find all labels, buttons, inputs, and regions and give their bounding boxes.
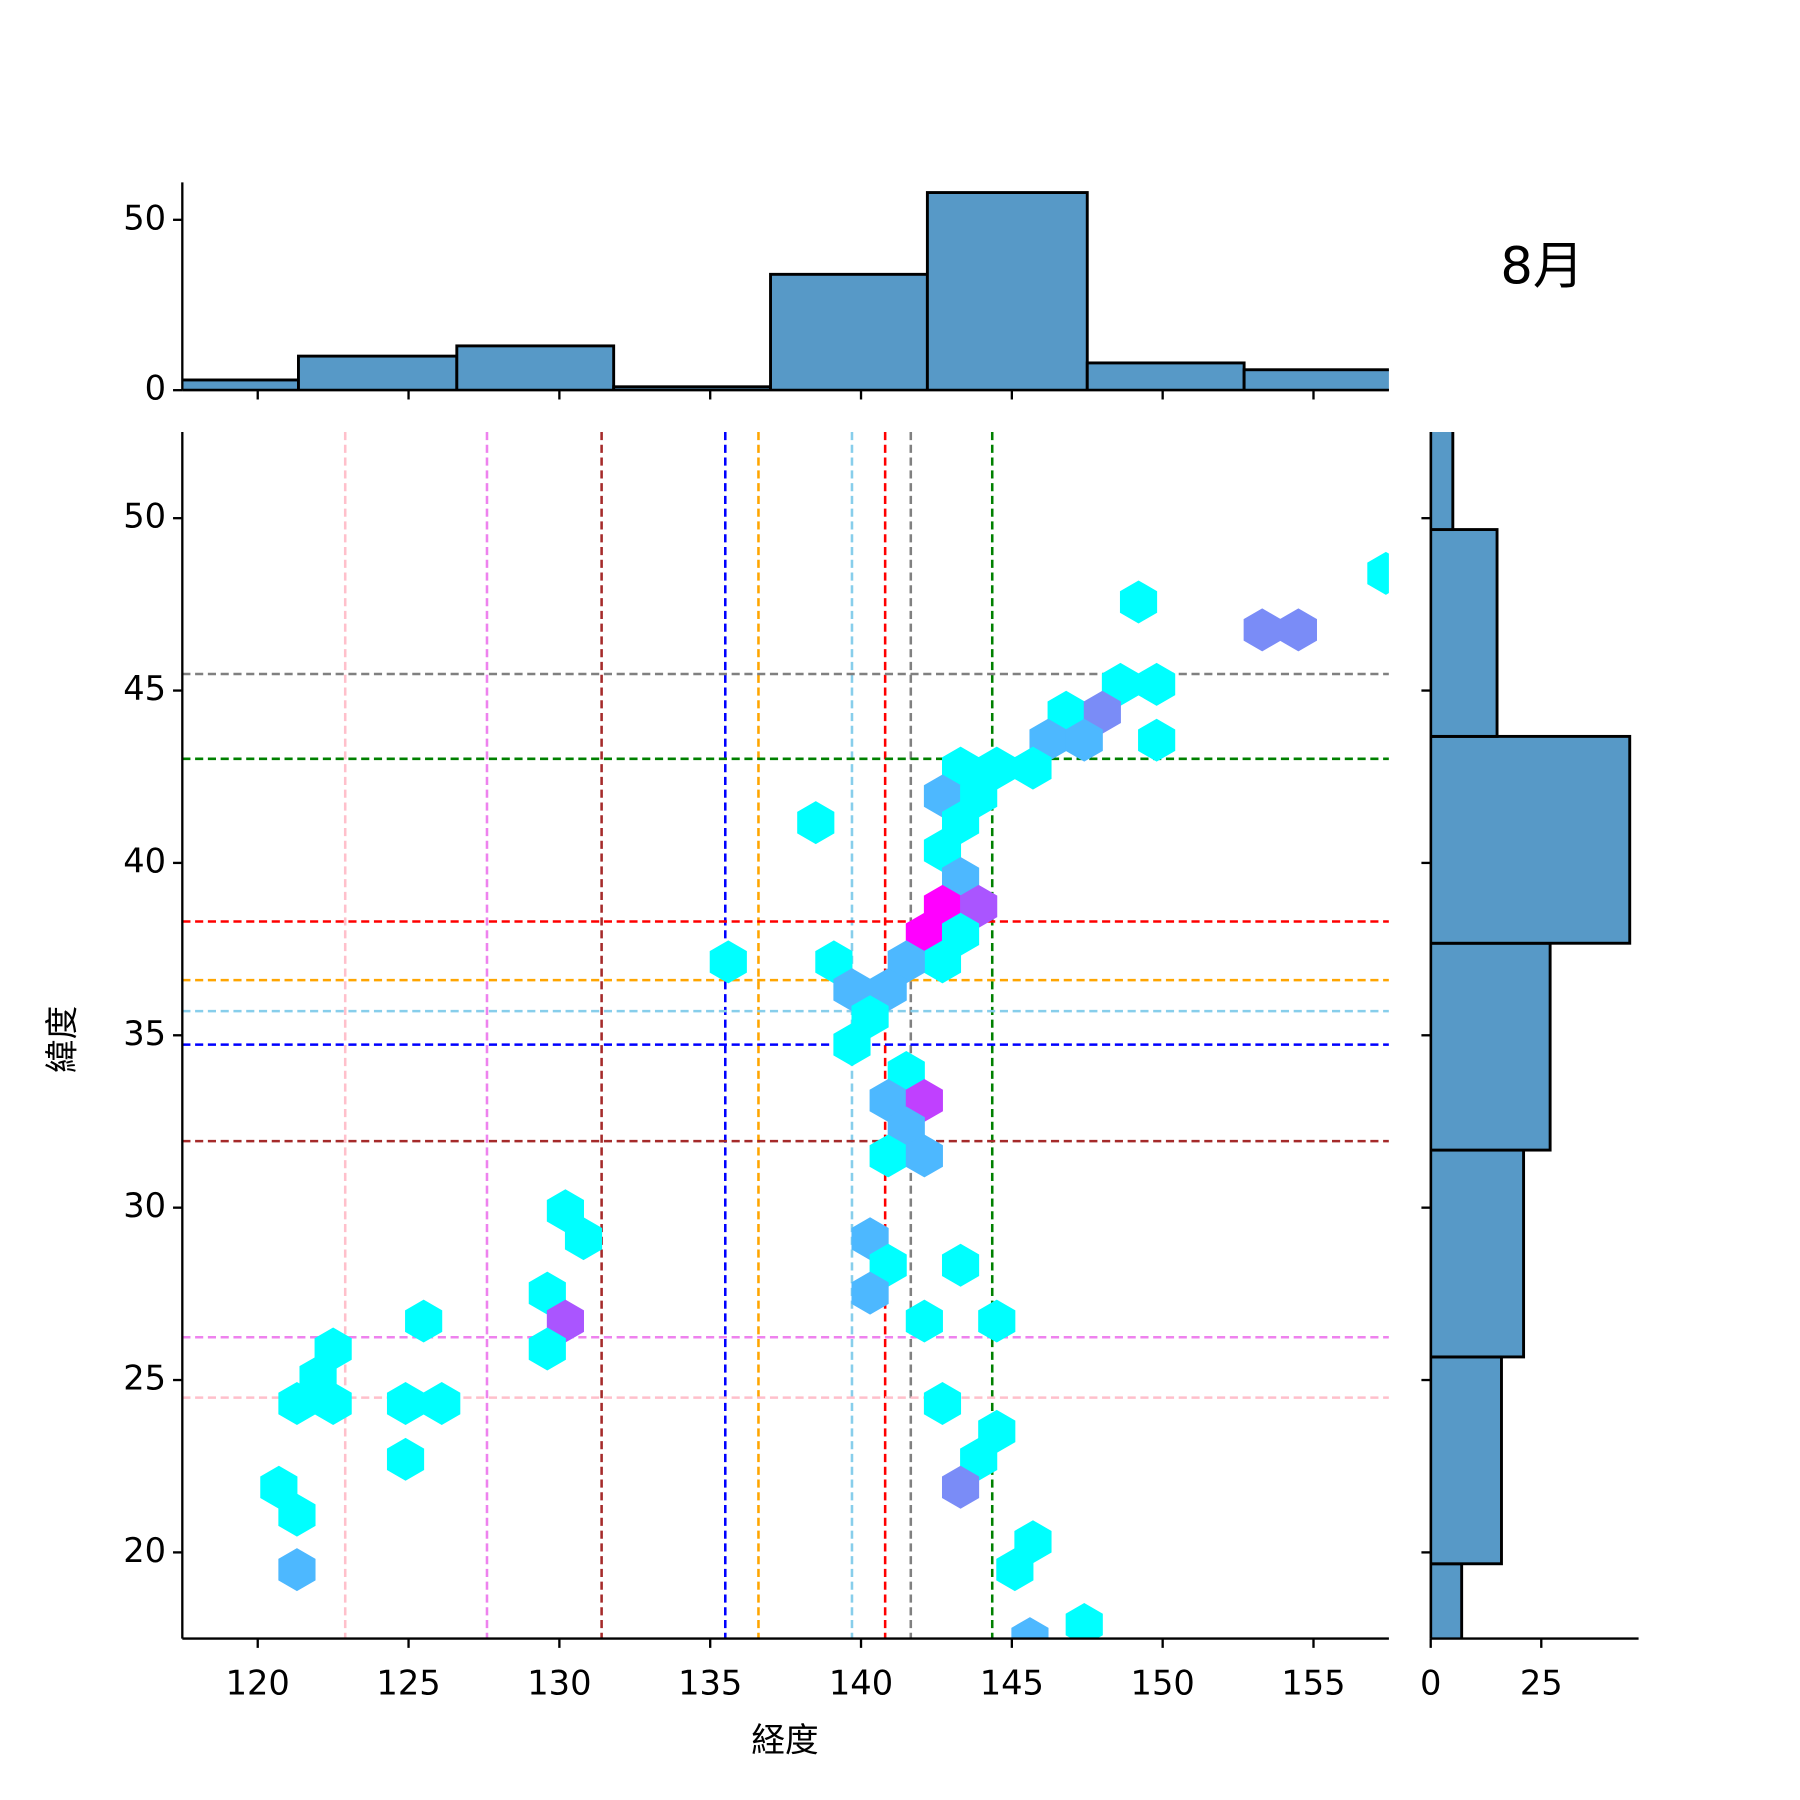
hexbin-cell <box>1279 608 1317 652</box>
hexbin-cell <box>978 1299 1016 1343</box>
histogram-bar <box>1430 1148 1526 1359</box>
hexbin-cell <box>278 1548 316 1592</box>
hexbin-cell <box>1119 580 1158 624</box>
hexbin-cell <box>923 884 962 928</box>
x-tick-label: 25 <box>1520 1664 1563 1703</box>
x-tick-label: 125 <box>376 1664 440 1703</box>
hexbin-cell <box>1014 1520 1052 1564</box>
y-tick-label: 50 <box>123 198 166 237</box>
hexbin-cell <box>941 801 980 845</box>
hexbin-cell <box>1065 718 1103 762</box>
y-tick-label: 50 <box>123 497 166 536</box>
hexbin-cell <box>923 1381 962 1425</box>
y-tick-label: 45 <box>123 669 166 708</box>
histogram-bar <box>925 191 1089 391</box>
histogram-bar <box>455 344 616 391</box>
x-tick-label: 145 <box>980 1664 1044 1703</box>
y-tick-label: 30 <box>123 1186 166 1225</box>
hexbin-cell <box>564 1217 603 1261</box>
hexbin-cell <box>1138 718 1176 762</box>
hexbin-cell <box>996 1548 1034 1592</box>
hexbin-cell <box>869 1078 907 1122</box>
chart-title: 8月 <box>1500 237 1584 296</box>
x-tick-label: 130 <box>527 1664 591 1703</box>
hexbin-cell <box>1243 608 1281 652</box>
hexbin-cell <box>941 1243 980 1287</box>
hexbin-cell <box>851 995 889 1039</box>
y-tick-label: 35 <box>123 1014 166 1053</box>
hexbin-cell <box>528 1327 566 1371</box>
x-tick-label: 155 <box>1281 1664 1345 1703</box>
hexbin-cell <box>887 1106 925 1150</box>
hexbin-cell <box>887 940 925 984</box>
hexbin-cell <box>941 1465 980 1509</box>
hexbin-cell <box>941 746 980 790</box>
histogram-bar <box>1085 361 1246 391</box>
hexbin-cell <box>797 801 835 845</box>
top-histogram <box>182 191 1389 391</box>
hexbin-cell <box>260 1465 298 1509</box>
histogram-bar <box>1430 734 1632 945</box>
y-tick-label: 25 <box>123 1359 166 1398</box>
y-axis-label: 緯度 <box>42 1006 81 1073</box>
hexbin-cell <box>278 1493 316 1537</box>
hexbin-cell <box>869 1243 907 1287</box>
plot-area <box>182 432 1389 1639</box>
hexbin-cell <box>941 856 980 900</box>
hexbin-cell <box>1047 690 1085 734</box>
right-histogram <box>1430 432 1632 1639</box>
hexbin-cell <box>960 1437 998 1481</box>
hexbin-cell <box>887 1051 925 1095</box>
x-axis-label: 経度 <box>751 1720 818 1759</box>
hexbin-cell <box>314 1381 352 1425</box>
hexbin-cell <box>546 1189 584 1233</box>
hexbin-cell <box>833 1023 871 1067</box>
hexbin-cell <box>546 1299 584 1343</box>
hexbin-cell <box>528 1271 566 1315</box>
y-tick-label: 40 <box>123 841 166 880</box>
histogram-bar <box>1242 368 1389 391</box>
x-tick-label: 140 <box>829 1664 893 1703</box>
hexbin-cell <box>960 884 998 928</box>
hexbin-cell <box>905 1134 943 1178</box>
hexbin-cell <box>386 1437 425 1481</box>
histogram-bar <box>1430 432 1455 532</box>
histogram-bar <box>1430 528 1499 738</box>
hexbin-cell <box>978 746 1016 790</box>
x-tick-label: 150 <box>1131 1664 1195 1703</box>
hexbin-cell <box>1014 746 1052 790</box>
hexbin-cell <box>386 1381 425 1425</box>
hexbin-cell <box>405 1299 443 1343</box>
hexbin-cell <box>851 1271 889 1315</box>
hexbin-cell <box>923 940 962 984</box>
x-tick-label: 135 <box>678 1664 742 1703</box>
hexbin-cell <box>905 1299 943 1343</box>
hexbin-cell <box>1011 1617 1049 1639</box>
histogram-bar <box>769 272 929 391</box>
hexbin-cell <box>1065 1602 1103 1639</box>
hexbin-cell <box>869 1134 907 1178</box>
hexbin-cell <box>978 1409 1016 1453</box>
hexbin-cell <box>923 829 962 872</box>
hexbin-cell <box>423 1381 461 1425</box>
hexbin-cell <box>905 912 943 956</box>
hexbin-cell <box>1138 662 1176 706</box>
hexbin-cell <box>278 1381 316 1425</box>
hexbin-cell <box>905 1078 943 1122</box>
x-tick-label: 0 <box>1420 1664 1441 1703</box>
hexbin-cell <box>815 940 853 984</box>
hexbin-cell <box>1083 690 1121 734</box>
x-tick-label: 120 <box>226 1664 290 1703</box>
y-tick-label: 20 <box>123 1531 166 1570</box>
hexbin-cell <box>709 940 747 984</box>
hexbin-cell <box>1101 662 1140 706</box>
y-tick-label: 0 <box>145 369 166 408</box>
histogram-bar <box>1430 1355 1503 1566</box>
hexbin-cell <box>941 912 980 956</box>
hexbin-cell <box>1367 551 1389 595</box>
histogram-bar <box>1430 941 1552 1152</box>
histogram-bar <box>297 354 459 391</box>
axes: 120 125 130 135 140 145 150 155 20 25 30 35 40 45 50 0 5… <box>123 182 1639 1703</box>
